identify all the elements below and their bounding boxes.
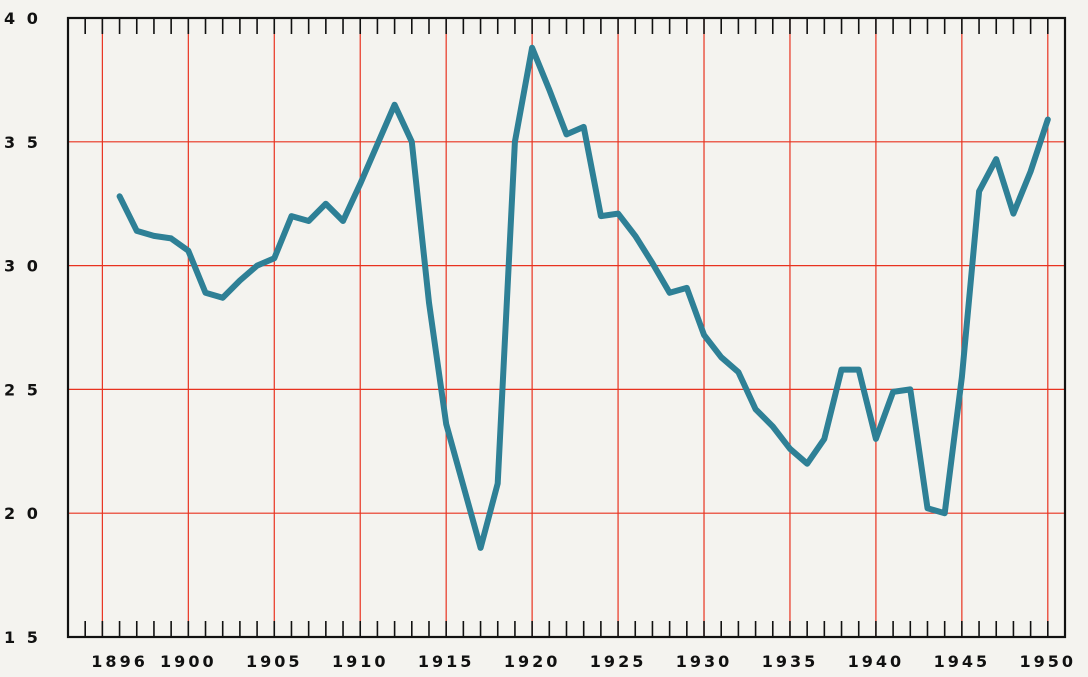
data-point-1913 <box>409 139 415 145</box>
data-point-1901 <box>202 290 209 296</box>
data-point-1925 <box>615 211 621 217</box>
data-point-1948 <box>1010 211 1017 217</box>
series-layer <box>116 44 1051 551</box>
grid-lines <box>68 18 1065 637</box>
y-tick-label-20: 2 0 <box>4 504 41 523</box>
data-point-1909 <box>340 218 346 224</box>
x-tick-label-1896: 1896 <box>91 652 148 671</box>
x-tick-label-1945: 1945 <box>934 652 991 671</box>
data-point-1908 <box>323 201 329 207</box>
data-point-1903 <box>237 277 243 284</box>
x-tick-label-1940: 1940 <box>848 652 905 671</box>
data-point-1900 <box>185 248 191 254</box>
data-point-1922 <box>563 131 570 137</box>
data-point-1915 <box>443 421 449 427</box>
data-point-1941 <box>890 389 896 395</box>
data-point-1930 <box>701 332 707 338</box>
data-point-1949 <box>1028 168 1034 175</box>
data-point-1928 <box>667 290 673 296</box>
data-point-1937 <box>821 436 827 442</box>
data-point-1924 <box>598 213 604 219</box>
data-point-1911 <box>374 141 381 147</box>
y-tick-label-15: 1 5 <box>4 628 41 647</box>
data-point-1942 <box>907 386 913 392</box>
plot-frame <box>66 16 1067 639</box>
y-axis-tick-labels: 1 5 2 0 2 5 3 0 3 5 4 0 <box>4 9 41 647</box>
data-point-1904 <box>254 263 260 269</box>
x-tick-label-1905: 1905 <box>246 652 303 671</box>
data-point-1916 <box>460 483 466 489</box>
data-point-1932 <box>735 369 741 375</box>
data-point-1945 <box>959 374 965 380</box>
data-point-1918 <box>495 480 501 487</box>
x-tick-label-1915: 1915 <box>418 652 475 671</box>
x-tick-label-1935: 1935 <box>762 652 819 671</box>
data-point-1919 <box>512 139 518 145</box>
data-point-1920 <box>529 45 535 51</box>
x-tick-label-1925: 1925 <box>590 652 647 671</box>
data-point-1947 <box>993 156 999 162</box>
data-point-1940 <box>873 436 879 442</box>
x-tick-label-1910: 1910 <box>332 652 389 671</box>
x-axis-tick-labels: 1896 1900 1905 1910 1915 1920 1925 1930 1935 1940… <box>91 652 1077 671</box>
y-tick-label-30: 3 0 <box>4 257 41 276</box>
x-tick-label-1920: 1920 <box>504 652 561 671</box>
y-tick-label-35: 3 5 <box>4 133 41 152</box>
data-point-1907 <box>306 218 312 224</box>
y-tick-label-25: 2 5 <box>4 380 41 399</box>
data-point-1923 <box>581 124 587 130</box>
x-tick-label-1950: 1950 <box>1020 652 1077 671</box>
data-point-1935 <box>787 446 793 452</box>
data-point-1934 <box>770 423 776 430</box>
data-point-1926 <box>632 233 638 239</box>
data-point-1917 <box>477 545 484 551</box>
data-point-1933 <box>752 406 759 412</box>
data-point-1898 <box>151 233 157 239</box>
data-point-1910 <box>357 181 363 187</box>
data-point-1939 <box>856 366 862 373</box>
data-point-1946 <box>976 188 982 194</box>
data-point-1906 <box>288 213 295 219</box>
data-point-1902 <box>220 295 226 301</box>
data-point-1897 <box>134 228 140 234</box>
data-point-1905 <box>271 255 277 261</box>
data-point-1943 <box>924 505 931 511</box>
data-point-1938 <box>838 366 845 373</box>
y-tick-label-40: 4 0 <box>4 9 41 28</box>
data-point-1931 <box>718 354 724 360</box>
data-point-1936 <box>804 461 810 467</box>
x-tick-label-1930: 1930 <box>676 652 733 671</box>
data-point-1899 <box>168 235 174 241</box>
data-point-1921 <box>546 87 552 93</box>
data-point-1914 <box>426 300 432 306</box>
data-point-1927 <box>649 260 656 266</box>
x-tick-label-1900: 1900 <box>160 652 217 671</box>
data-point-1896 <box>116 193 123 199</box>
data-point-1912 <box>392 102 398 108</box>
data-point-1944 <box>942 510 948 516</box>
minor-ticks <box>84 18 1049 637</box>
data-point-1950 <box>1045 116 1051 123</box>
data-point-1929 <box>684 285 690 291</box>
